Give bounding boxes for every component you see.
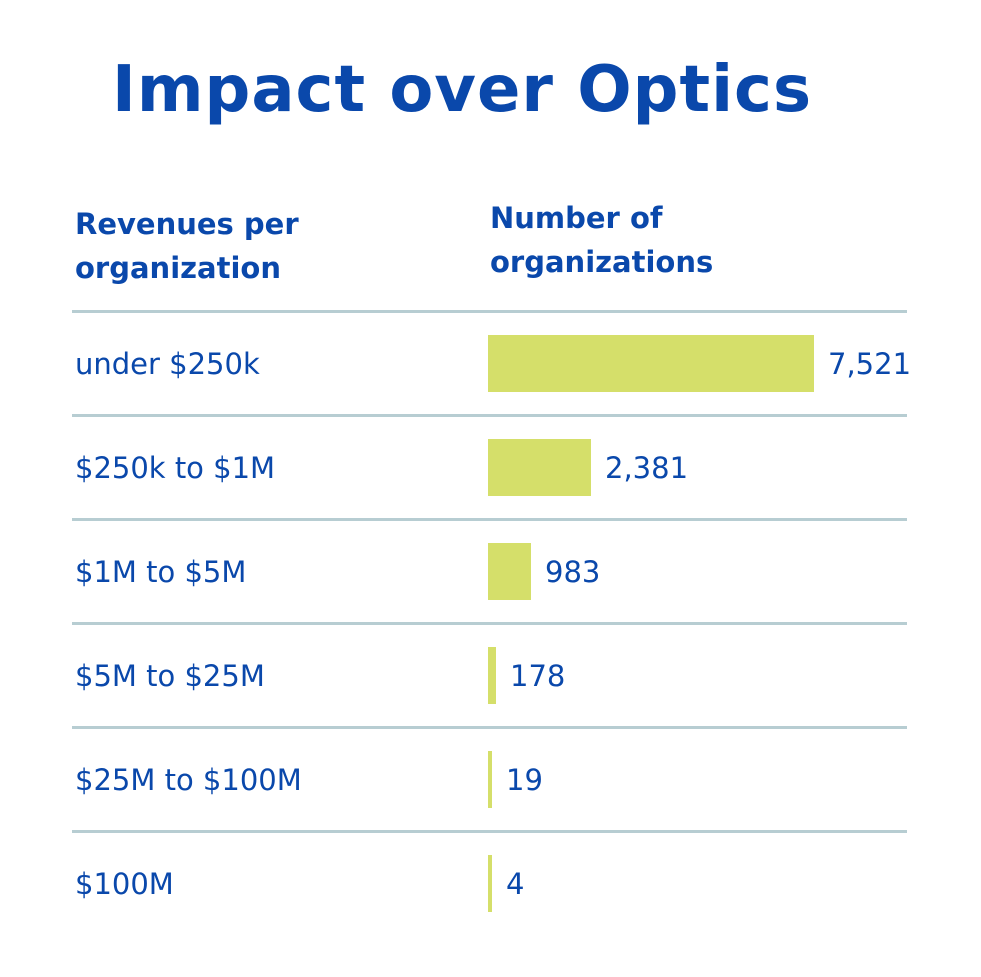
bar-value-label: 983 <box>545 554 601 589</box>
row-divider <box>72 310 907 313</box>
category-label: $100M <box>75 866 174 901</box>
bar <box>488 543 531 600</box>
row-divider <box>72 414 907 417</box>
row-divider <box>72 518 907 521</box>
bar-value-label: 7,521 <box>828 346 912 381</box>
chart-title: Impact over Optics <box>112 53 813 127</box>
revenue-column-header: Revenues per organization <box>75 202 395 290</box>
category-label: under $250k <box>75 346 260 381</box>
bar-value-label: 178 <box>510 658 566 693</box>
bar-value-label: 4 <box>506 866 525 901</box>
row-divider <box>72 830 907 833</box>
row-divider <box>72 726 907 729</box>
revenue-header-line-1: Revenues per <box>75 207 299 241</box>
bar <box>488 335 814 392</box>
category-label: $250k to $1M <box>75 450 276 485</box>
count-column-header: Number of organizations <box>490 196 810 284</box>
category-label: $1M to $5M <box>75 554 247 589</box>
count-header-line-1: Number of <box>490 201 663 235</box>
bar-value-label: 2,381 <box>605 450 689 485</box>
bar <box>488 647 496 704</box>
category-label: $25M to $100M <box>75 762 302 797</box>
bar-value-label: 19 <box>506 762 543 797</box>
bar <box>488 751 492 808</box>
revenue-header-line-2: organization <box>75 251 281 285</box>
count-header-line-2: organizations <box>490 245 714 279</box>
bar <box>488 439 591 496</box>
row-divider <box>72 622 907 625</box>
bar <box>488 855 492 912</box>
category-label: $5M to $25M <box>75 658 265 693</box>
